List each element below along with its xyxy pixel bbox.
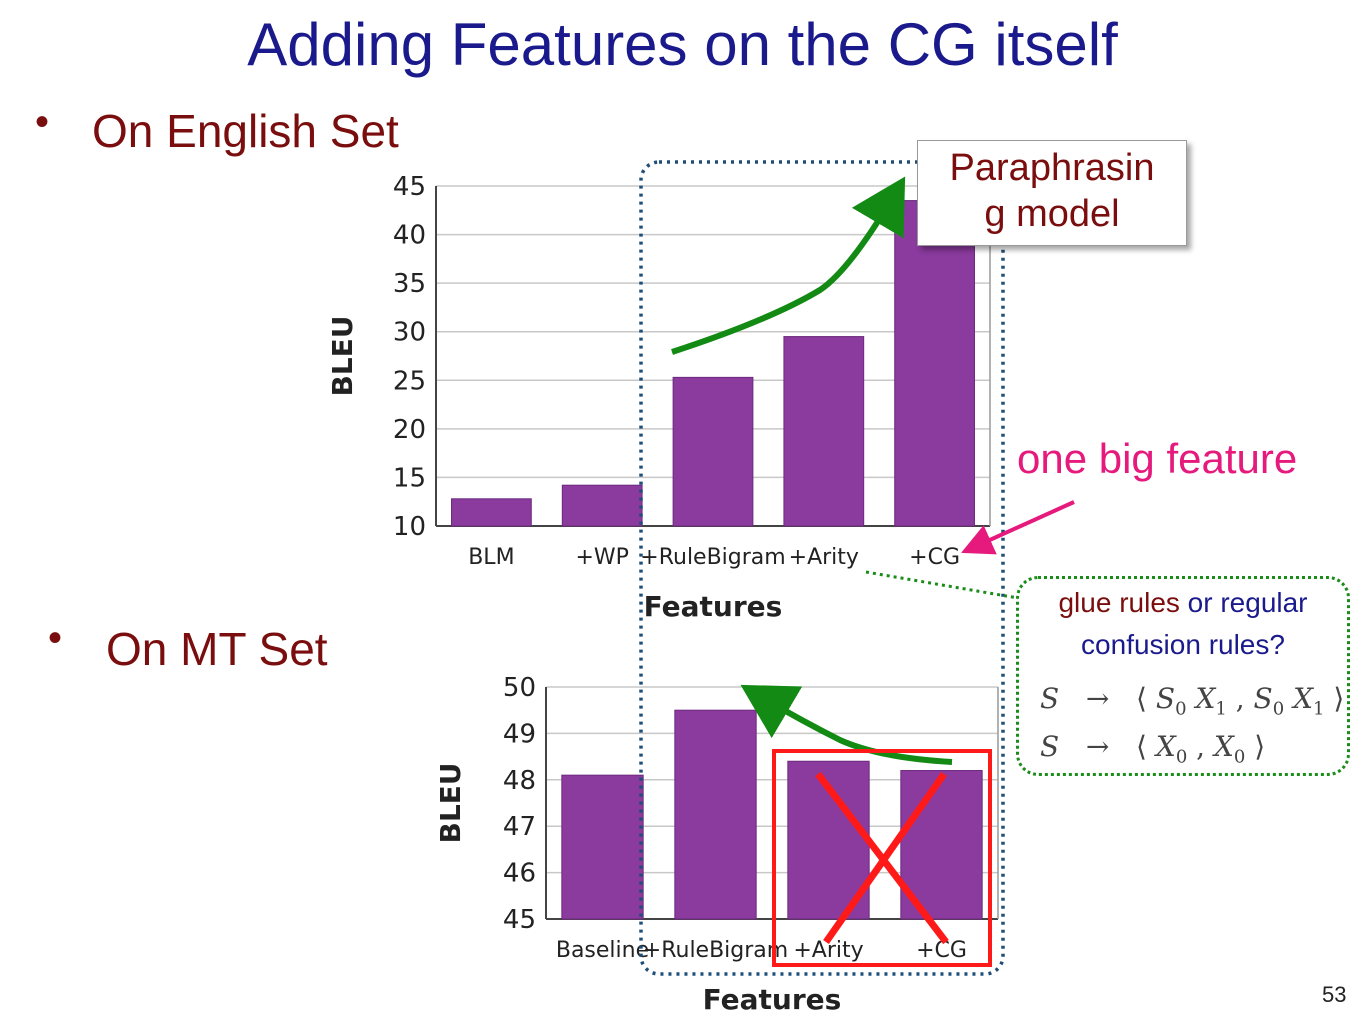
y-tick-label: 25 [393, 366, 426, 396]
y-tick-label: 45 [503, 905, 536, 935]
cross-line [823, 771, 947, 945]
bar [451, 498, 532, 527]
y-tick-label: 47 [503, 812, 536, 842]
y-axis-title: BLEU [326, 315, 359, 396]
page-number: 53 [1322, 982, 1347, 1007]
slide-title: Adding Features on the CG itself [247, 11, 1118, 78]
bar [561, 484, 643, 527]
bar [672, 376, 754, 527]
x-axis-title: Features [703, 983, 842, 1016]
y-tick-label: 10 [393, 512, 426, 542]
y-axis-title: BLEU [434, 762, 467, 843]
increase-arrow [671, 176, 906, 355]
y-tick-label: 45 [393, 172, 426, 202]
paraphrasing-line1: Paraphrasin [949, 147, 1155, 189]
y-tick-label: 20 [393, 415, 426, 445]
glue-rules-text: glue rules or regular confusion rules? [1016, 582, 1350, 666]
confusion-rules-text: confusion rules? [1081, 629, 1285, 660]
one-big-feature-label: one big feature [1017, 435, 1298, 482]
x-tick-label: +RuleBigram [640, 545, 785, 570]
x-tick-label: +CG [916, 938, 967, 963]
bullet-english-set: On English Set [92, 105, 399, 157]
x-axis-title: Features [644, 590, 783, 623]
bullet-mt-set: On MT Set [106, 623, 328, 675]
bar [900, 770, 983, 920]
dotted-highlight-box [639, 160, 1005, 976]
paraphrasing-model-callout: Paraphrasin g model [917, 140, 1187, 246]
red-highlight-box [772, 749, 992, 967]
glue-rules-box [1016, 576, 1350, 776]
y-tick-label: 50 [503, 673, 536, 703]
y-tick-label: 40 [393, 221, 426, 251]
pink-pointer [961, 500, 1075, 555]
glue-rule-1: S → ⟨ S0 X1 , S0 X1 ⟩ [1040, 682, 1345, 720]
y-tick-label: 30 [393, 318, 426, 348]
bar [674, 709, 757, 920]
x-tick-label: +Arity [789, 545, 859, 570]
bar [561, 774, 644, 920]
bullet-dot: • [48, 616, 63, 660]
x-tick-label: +RuleBigram [643, 938, 788, 963]
paraphrasing-line2: g model [984, 193, 1120, 235]
glue-rule-2: S → ⟨ X0 , X0 ⟩ [1040, 730, 1266, 768]
green-dotted-pointer [865, 570, 1019, 600]
bullet-dot: • [35, 100, 50, 144]
x-tick-label: BLM [468, 545, 514, 570]
english-set-bleu-chart: 10 15 20 25 30 35 40 45 BLM +WP +RuleBigram +Arity +… [326, 172, 991, 623]
bar [783, 336, 865, 527]
x-tick-label: +WP [575, 545, 628, 570]
y-tick-label: 46 [503, 859, 536, 889]
glue-rules-emph: glue rules [1058, 587, 1180, 618]
y-tick-label: 48 [503, 766, 536, 796]
bar [894, 200, 975, 527]
x-tick-label: Baseline [556, 938, 649, 963]
y-tick-label: 35 [393, 269, 426, 299]
glue-rules-rest: or regular [1179, 587, 1308, 618]
decrease-arrow [740, 684, 953, 765]
y-tick-label: 15 [393, 463, 426, 493]
x-tick-label: +CG [909, 545, 960, 570]
y-tick-label: 49 [503, 719, 536, 749]
